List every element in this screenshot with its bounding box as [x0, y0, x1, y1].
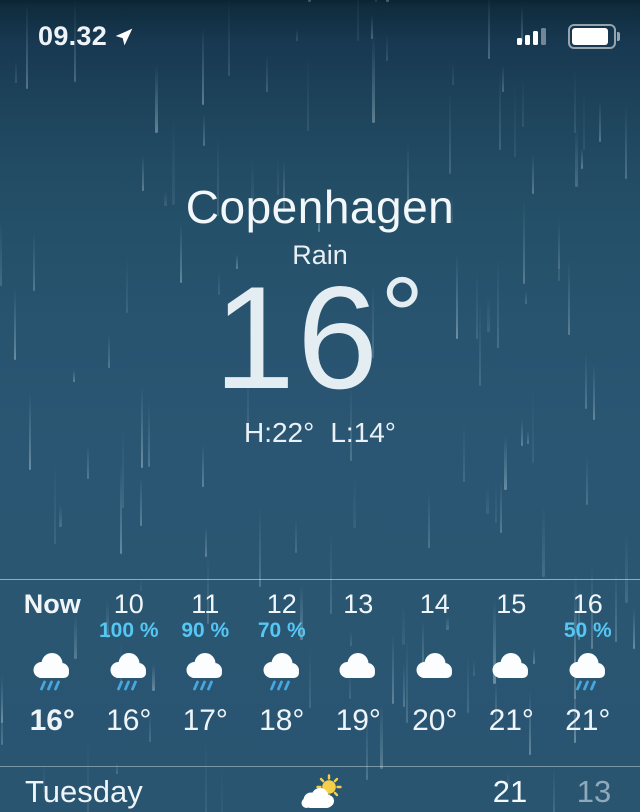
hour-label: 14	[419, 589, 450, 619]
hour-temperature: 19°	[335, 704, 381, 737]
cellular-signal-icon	[516, 27, 546, 45]
hourly-top-divider	[0, 579, 640, 580]
hour-temperature: 21°	[488, 704, 534, 737]
precipitation-chance: 70 %	[257, 619, 306, 642]
high-temp: H:22°	[243, 417, 315, 448]
status-bar: 09.32	[0, 18, 640, 54]
hour-label: 15	[496, 589, 527, 619]
hour-label: 12	[266, 589, 297, 619]
hourly-item-now[interactable]: Now 16°	[14, 588, 91, 758]
current-temperature: 16°	[213, 255, 427, 419]
day-name: Tuesday	[25, 774, 143, 809]
rain-cloud-icon	[569, 653, 605, 691]
hourly-item[interactable]: 15 21°	[473, 588, 550, 758]
hour-temperature: 21°	[565, 704, 611, 737]
battery-icon	[568, 23, 620, 49]
rain-cloud-icon	[263, 653, 299, 691]
hour-label: 10	[113, 589, 144, 619]
precipitation-chance: 50 %	[563, 619, 612, 642]
hour-label: 11	[191, 589, 220, 619]
daily-forecast-row[interactable]: Tuesday 21 13	[0, 768, 640, 812]
high-low-temps: H:22° L:14°	[0, 417, 640, 449]
cloud-icon	[339, 653, 376, 678]
day-low-temp: 13	[576, 774, 612, 809]
precipitation-chance: 100 %	[98, 619, 159, 642]
rain-cloud-icon	[33, 653, 70, 691]
status-time-group: 09.32	[38, 21, 134, 52]
location-arrow-icon	[115, 28, 133, 45]
hourly-item[interactable]: 13 19°	[320, 588, 397, 758]
hour-temperature: 18°	[259, 704, 305, 737]
daily-top-divider	[0, 766, 640, 767]
status-indicators	[516, 23, 620, 49]
hour-temperature: 16°	[29, 704, 75, 737]
hourly-item[interactable]: 16 50 % 21°	[550, 588, 627, 758]
city-name: Copenhagen	[185, 181, 455, 233]
low-temp: L:14°	[330, 417, 397, 448]
hourly-forecast-scroller[interactable]: Now 16° 10 100 % 16° 11	[0, 588, 640, 758]
partly-sunny-icon	[301, 774, 342, 808]
degree-symbol: °	[380, 255, 427, 378]
status-time: 09.32	[38, 20, 108, 51]
hour-temperature: 20°	[412, 704, 458, 737]
rain-cloud-icon	[186, 653, 223, 691]
hourly-item[interactable]: 11 90 % 17°	[167, 588, 244, 758]
hour-temperature: 16°	[106, 704, 152, 737]
hourly-item[interactable]: 10 100 % 16°	[91, 588, 168, 758]
hour-label: Now	[23, 589, 81, 619]
hourly-item[interactable]: 12 70 % 18°	[244, 588, 321, 758]
rain-cloud-icon	[110, 653, 146, 691]
day-high-temp: 21	[492, 774, 528, 809]
hourly-item[interactable]: 14 20°	[397, 588, 474, 758]
cloud-icon	[416, 653, 452, 678]
weather-condition: Rain	[292, 240, 348, 270]
precipitation-chance: 90 %	[181, 619, 230, 642]
hour-temperature: 17°	[182, 704, 228, 737]
hour-label: 13	[343, 589, 374, 619]
hour-label: 16	[572, 589, 603, 619]
cloud-icon	[492, 653, 529, 678]
